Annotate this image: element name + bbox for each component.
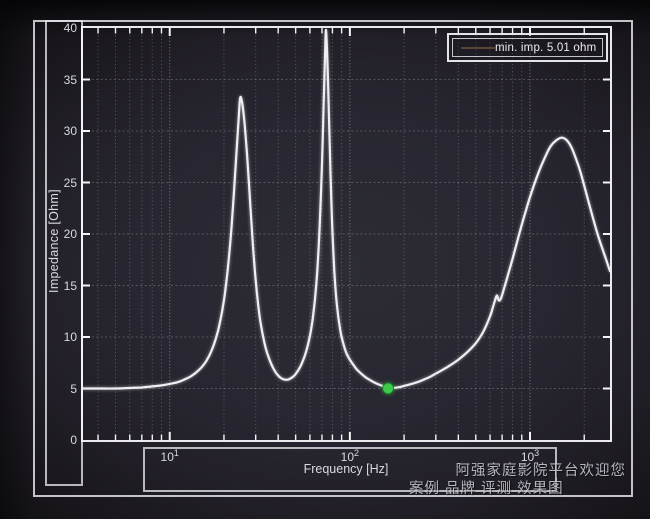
y-tick-label: 5	[70, 381, 77, 396]
y-tick-label: 35	[63, 72, 77, 87]
impedance-plot	[83, 28, 610, 440]
x-axis-title: Frequency [Hz]	[303, 462, 389, 476]
y-tick-label: 10	[63, 330, 77, 344]
legend-line-sample-icon	[461, 46, 495, 49]
y-tick-label: 25	[63, 175, 77, 190]
impedance-curve	[83, 28, 610, 390]
legend-inner-box: min. imp. 5.01 ohm	[452, 38, 603, 57]
x-axis-label-box	[143, 447, 557, 492]
legend-label: min. imp. 5.01 ohm	[495, 41, 597, 54]
legend: min. imp. 5.01 ohm	[447, 33, 608, 62]
y-tick-label: 30	[63, 124, 77, 138]
plot-area	[81, 26, 612, 442]
y-tick-label: 0	[70, 433, 77, 447]
y-tick-label: 40	[63, 21, 77, 35]
chart-outer-frame	[33, 20, 633, 497]
y-tick-label: 20	[63, 227, 77, 241]
min-impedance-marker	[382, 382, 395, 395]
watermark-line-2: 案例 品牌 评测 效果图	[409, 481, 564, 497]
y-tick-label: 15	[63, 278, 77, 293]
watermark-line-1: 阿强家庭影院平台欢迎您	[455, 463, 626, 479]
